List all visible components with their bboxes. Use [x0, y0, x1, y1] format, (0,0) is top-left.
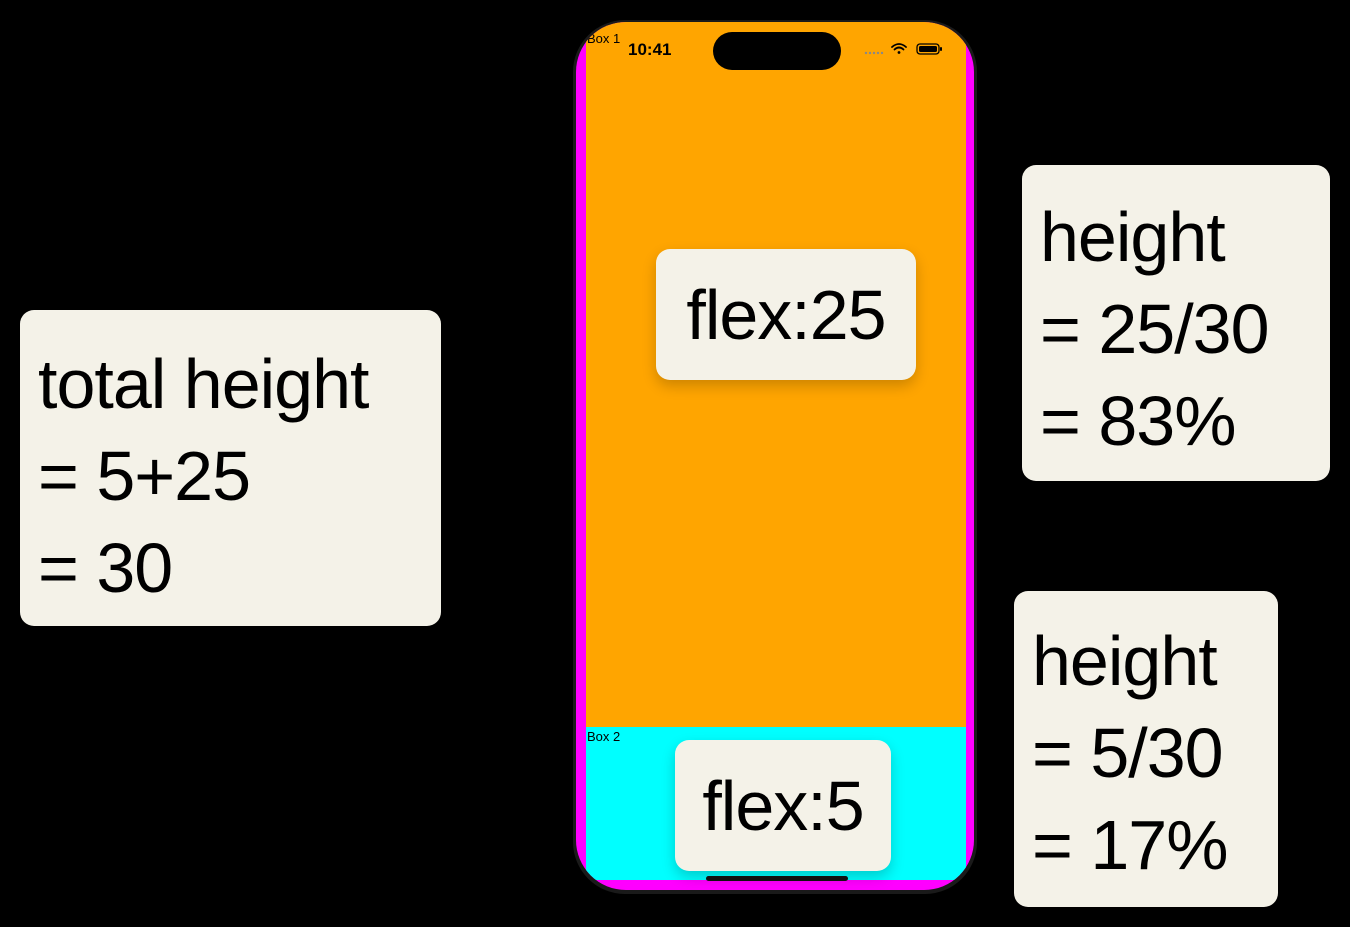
status-bar-time: 10:41 — [628, 40, 672, 59]
total-height-line-2: = 5+25 — [38, 437, 251, 515]
phone-mockup: Box 1 flex:25 Box 2 flex:5 10:41 — [573, 20, 977, 894]
box-1: Box 1 flex:25 — [586, 22, 966, 727]
total-height-line-3: = 30 — [38, 529, 173, 607]
box-2-height-line-3: = 17% — [1032, 806, 1228, 884]
phone-screen: Box 1 flex:25 Box 2 flex:5 10:41 — [576, 22, 974, 890]
total-height-line-1: total height — [38, 345, 369, 423]
box-1-height-card: height = 25/30 = 83% — [1022, 165, 1330, 481]
box-2-flex-card: flex:5 — [675, 740, 891, 871]
home-indicator — [706, 876, 848, 881]
box-2: Box 2 flex:5 — [586, 727, 966, 880]
box-1-height-line-2: = 25/30 — [1040, 290, 1270, 368]
wifi-icon — [891, 43, 907, 54]
cellular-signal-icon — [864, 51, 884, 55]
box-1-flex-card: flex:25 — [656, 249, 916, 380]
total-height-card: total height = 5+25 = 30 — [20, 310, 441, 626]
box-1-height-line-1: height — [1040, 198, 1226, 276]
status-bar-icons — [864, 43, 942, 55]
battery-icon — [916, 43, 942, 55]
box-2-height-line-2: = 5/30 — [1032, 714, 1224, 792]
box-1-label: Box 1 — [587, 31, 621, 46]
dynamic-island — [713, 32, 841, 70]
box-2-height-line-1: height — [1032, 622, 1218, 700]
box-1-height-line-3: = 83% — [1040, 382, 1236, 460]
box-2-height-card: height = 5/30 = 17% — [1014, 591, 1278, 907]
box-2-label: Box 2 — [587, 729, 621, 744]
